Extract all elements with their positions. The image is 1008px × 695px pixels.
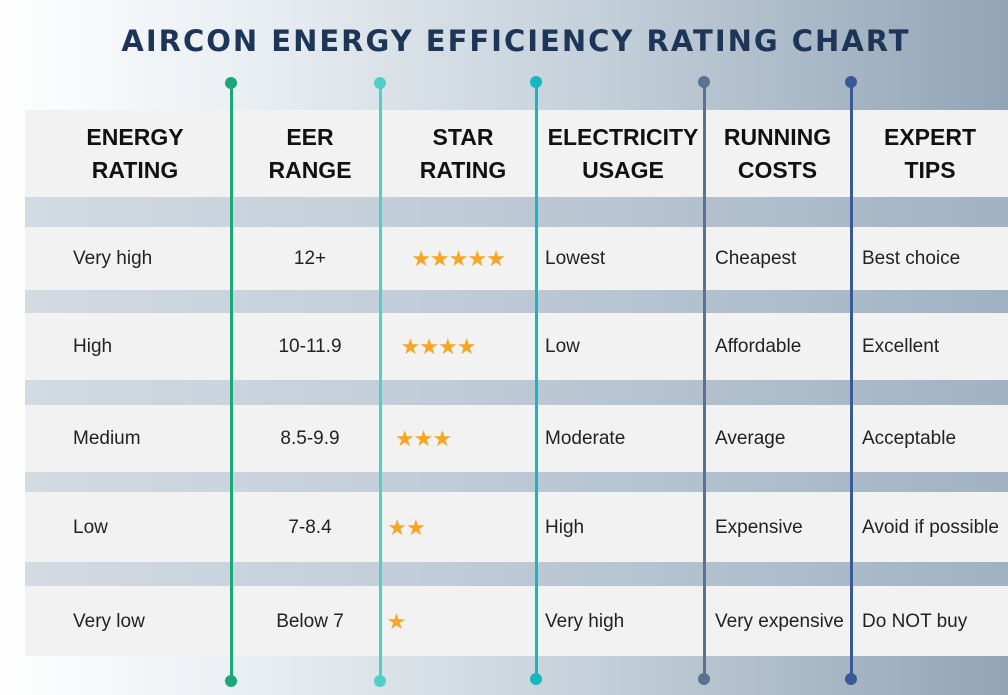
running-costs-cell: Very expensive: [715, 610, 844, 632]
expert-tip-cell: Acceptable: [862, 428, 957, 449]
eer-range-cell: 12+: [293, 248, 327, 269]
star-rating-icon: ★★: [387, 514, 425, 540]
energy-rating-cell: Low: [73, 516, 108, 538]
header-star-rating: STAR RATING: [419, 123, 507, 183]
electricity-usage-cell: Moderate: [545, 428, 626, 449]
table-row: High 10-11.9 ★★★★ Low Affordable Excellent: [25, 313, 1008, 380]
line-dot: [225, 77, 237, 89]
header-energy-rating: ENERGY RATING: [86, 123, 184, 183]
column-divider-line: [230, 83, 233, 681]
line-dot: [845, 673, 857, 685]
running-costs-cell: Average: [715, 428, 786, 449]
divider-band: [25, 197, 1008, 227]
star-rating-icon: ★★★★: [400, 334, 477, 359]
line-dot: [845, 76, 857, 88]
star-rating-icon: ★★★★★: [411, 246, 506, 271]
star-rating-icon: ★★★: [394, 426, 452, 451]
divider-band: [25, 562, 1008, 586]
line-dot: [374, 675, 386, 687]
expert-tip-cell: Do NOT buy: [862, 610, 968, 632]
expert-tip-cell: Excellent: [862, 336, 940, 357]
column-divider-line: [379, 83, 382, 681]
header-running-costs: RUNNING COSTS: [723, 123, 832, 183]
header-expert-tips: EXPERT TIPS: [883, 123, 977, 183]
page-title: AIRCON ENERGY EFFICIENCY RATING CHART: [121, 24, 911, 58]
energy-rating-cell: High: [73, 336, 113, 357]
divider-band: [25, 472, 1008, 492]
expert-tip-cell: Best choice: [862, 248, 961, 269]
electricity-usage-cell: Very high: [545, 610, 625, 632]
header-eer-range: EER RANGE: [268, 123, 352, 183]
electricity-usage-cell: Low: [545, 336, 580, 357]
column-divider-line: [703, 83, 706, 681]
eer-range-cell: Below 7: [276, 610, 344, 632]
divider-band: [25, 290, 1008, 313]
column-divider-line: [850, 83, 853, 681]
line-dot: [225, 675, 237, 687]
column-divider-line: [535, 83, 538, 681]
divider-band: [25, 380, 1008, 405]
running-costs-cell: Expensive: [715, 516, 803, 538]
table-row: Very high 12+ ★★★★★ Lowest Cheapest Best choi…: [25, 227, 1008, 290]
eer-range-cell: 10-11.9: [278, 336, 342, 357]
table-row: Low 7-8.4 ★★ High Expensive Avoid if possible: [25, 492, 1008, 562]
line-dot: [698, 673, 710, 685]
energy-rating-cell: Very high: [73, 248, 153, 269]
running-costs-cell: Affordable: [715, 336, 802, 357]
eer-range-cell: 8.5-9.9: [280, 428, 340, 449]
line-dot: [530, 76, 542, 88]
running-costs-cell: Cheapest: [715, 248, 797, 269]
line-dot: [374, 77, 386, 89]
line-dot: [698, 76, 710, 88]
electricity-usage-cell: High: [545, 516, 585, 538]
energy-rating-cell: Very low: [73, 610, 145, 632]
header-electricity-usage: ELECTRICITY USAGE: [547, 123, 699, 183]
table-row: Medium 8.5-9.9 ★★★ Moderate Average Acceptabl…: [25, 405, 1008, 472]
table-row: Very low Below 7 ★ Very high Very expensive D…: [25, 586, 1008, 656]
line-dot: [530, 673, 542, 685]
expert-tip-cell: Avoid if possible: [862, 516, 999, 538]
table-header: ENERGY RATING EER RANGE STAR RATING ELECTRI…: [25, 110, 1008, 197]
star-rating-icon: ★: [386, 608, 407, 634]
eer-range-cell: 7-8.4: [288, 516, 332, 538]
electricity-usage-cell: Lowest: [545, 248, 606, 269]
energy-rating-cell: Medium: [73, 428, 141, 449]
